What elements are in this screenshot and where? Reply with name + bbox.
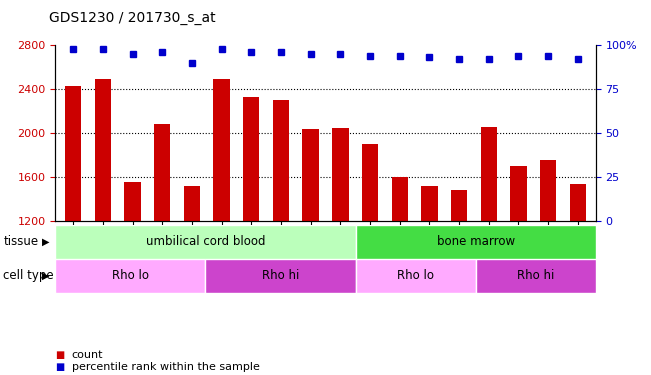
Text: ■: ■ <box>55 362 64 372</box>
Bar <box>214 79 230 221</box>
Bar <box>451 190 467 221</box>
Bar <box>303 129 319 221</box>
Bar <box>273 100 289 221</box>
Text: ■: ■ <box>55 350 64 360</box>
Bar <box>332 128 348 221</box>
Bar <box>570 184 586 221</box>
Text: Rho lo: Rho lo <box>112 269 149 282</box>
Bar <box>362 144 378 221</box>
Bar <box>355 225 596 259</box>
Text: GDS1230 / 201730_s_at: GDS1230 / 201730_s_at <box>49 11 215 25</box>
Bar <box>355 259 476 292</box>
Text: Rho hi: Rho hi <box>262 269 299 282</box>
Text: umbilical cord blood: umbilical cord blood <box>146 236 265 248</box>
Text: tissue: tissue <box>3 236 38 248</box>
Bar <box>124 182 141 221</box>
Bar <box>243 97 260 221</box>
Bar <box>421 186 437 221</box>
Text: ▶: ▶ <box>42 271 49 280</box>
Text: bone marrow: bone marrow <box>437 236 515 248</box>
Text: Rho lo: Rho lo <box>397 269 434 282</box>
Bar <box>65 86 81 221</box>
Bar <box>184 186 200 221</box>
Bar <box>391 177 408 221</box>
Bar <box>510 166 527 221</box>
Text: Rho hi: Rho hi <box>517 269 554 282</box>
Text: percentile rank within the sample: percentile rank within the sample <box>72 362 260 372</box>
Text: cell type: cell type <box>3 269 54 282</box>
Bar <box>480 126 497 221</box>
Bar <box>206 259 355 292</box>
Bar <box>55 225 355 259</box>
Bar <box>154 124 171 221</box>
Bar <box>540 160 557 221</box>
Bar <box>94 79 111 221</box>
Bar <box>55 259 206 292</box>
Text: ▶: ▶ <box>42 237 49 247</box>
Bar <box>476 259 596 292</box>
Text: count: count <box>72 350 103 360</box>
